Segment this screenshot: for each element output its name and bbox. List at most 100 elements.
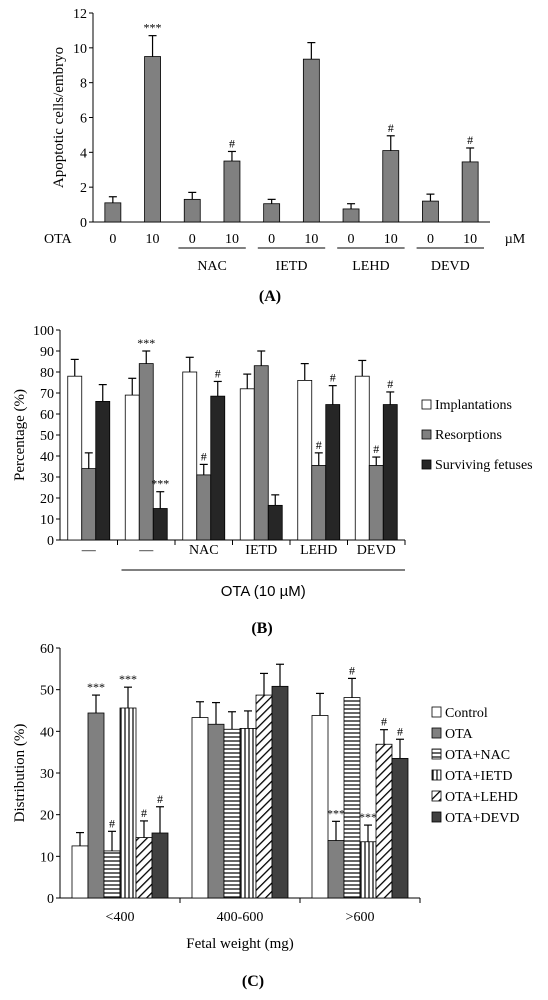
x-tick-label: <400: [106, 910, 135, 925]
legend-swatch: [421, 399, 432, 410]
bar: [375, 743, 393, 899]
y-tick-label: 40: [40, 450, 54, 465]
x-tick-label: 0: [348, 232, 355, 247]
y-tick-label: 60: [40, 408, 54, 423]
significance-marker: #: [397, 724, 403, 738]
bar: [182, 371, 198, 541]
y-tick-label: 12: [73, 7, 87, 22]
y-axis-label: Distribution (%): [12, 724, 28, 823]
y-tick-label: 0: [47, 534, 54, 549]
y-tick-label: 20: [40, 809, 54, 824]
significance-marker: #: [373, 442, 379, 456]
x-tick-label: DEVD: [357, 543, 396, 558]
x-tick-label: >600: [346, 910, 375, 925]
panel-b-chart: 0 10 20 30 40 50 60 70 80 90 100 — *** *** — # # NAC IETD #…: [12, 324, 533, 600]
x-tick-label: 10: [225, 232, 239, 247]
unit-label: µM: [505, 232, 526, 247]
panel-a-chart: 0 2 4 6 8 10 12 0 *** 10 0 #10 0 10 0 #10 0 #10 OTA µM NAC IE…: [44, 7, 526, 274]
bar: [87, 712, 105, 899]
bar: [239, 388, 255, 541]
y-tick-label: 30: [40, 471, 54, 486]
y-tick-label: 0: [47, 892, 54, 907]
y-tick-label: 10: [40, 513, 54, 528]
bar: [138, 363, 154, 541]
y-tick-label: 0: [80, 216, 87, 231]
x-tick-label: 10: [384, 232, 398, 247]
significance-marker: #: [229, 136, 235, 150]
x-tick-label: LEHD: [300, 543, 337, 558]
y-tick-label: 4: [80, 146, 87, 161]
bar: [391, 758, 409, 899]
y-tick-label: 40: [40, 725, 54, 740]
bar: [297, 379, 313, 541]
bar: [191, 717, 209, 899]
legend-swatch: [431, 769, 442, 781]
significance-marker: ***: [327, 806, 345, 820]
y-tick-label: 50: [40, 684, 54, 699]
panel-c-label: (C): [242, 973, 264, 990]
bar: [223, 728, 241, 899]
bar: [71, 845, 89, 899]
legend-entry: OTA+NAC: [445, 748, 510, 763]
legend-swatch: [421, 459, 432, 470]
y-tick-label: 50: [40, 429, 54, 444]
significance-marker: ***: [151, 477, 169, 491]
y-axis-label: Percentage (%): [12, 389, 28, 481]
x-tick-label: NAC: [189, 543, 219, 558]
significance-marker: ***: [87, 680, 105, 694]
significance-marker: #: [316, 438, 322, 452]
y-axis-label: Apoptotic cells/embryo: [51, 47, 67, 188]
group-label: DEVD: [431, 259, 470, 274]
bar: [239, 728, 257, 899]
bar: [255, 694, 273, 899]
y-tick-label: 60: [40, 642, 54, 657]
y-tick-label: 30: [40, 767, 54, 782]
bar: [152, 508, 168, 541]
panel-b-label: (B): [251, 620, 272, 637]
bar: [422, 200, 439, 223]
legend-entry: Resorptions: [435, 428, 502, 443]
x-tick-label: 400-600: [217, 910, 264, 925]
bar: [81, 468, 97, 541]
significance-marker: #: [388, 121, 394, 135]
significance-marker: ***: [119, 672, 137, 686]
bar: [263, 203, 281, 223]
bar: [368, 465, 384, 541]
bar: [151, 832, 169, 899]
y-tick-label: 80: [40, 366, 54, 381]
y-tick-label: 10: [40, 850, 54, 865]
legend-entry: OTA: [445, 727, 474, 742]
legend-entry: Implantations: [435, 398, 512, 413]
bar: [135, 837, 153, 899]
significance-marker: #: [201, 449, 207, 463]
bar: [95, 400, 111, 541]
legend-swatch: [431, 748, 442, 760]
y-tick-label: 20: [40, 492, 54, 507]
y-tick-label: 2: [80, 181, 87, 196]
bar: [253, 365, 269, 541]
y-tick-label: 70: [40, 387, 54, 402]
legend-swatch: [431, 706, 442, 718]
ota-row-label: OTA: [44, 232, 73, 247]
significance-marker: #: [330, 371, 336, 385]
bar: [382, 150, 400, 223]
significance-marker: #: [387, 377, 393, 391]
bar: [311, 715, 329, 899]
x-tick-label: 10: [463, 232, 477, 247]
bar: [124, 394, 140, 541]
legend-swatch: [431, 811, 442, 823]
bar: [210, 395, 226, 541]
bar: [104, 202, 122, 223]
x-tick-label: 10: [304, 232, 318, 247]
legend-entry: Surviving fetuses: [435, 458, 533, 473]
legend-entry: OTA+LEHD: [445, 790, 518, 805]
y-tick-label: 8: [80, 77, 87, 92]
panel-c-chart: 0 10 20 30 40 50 60 *** # *** # # <400 400-600 *** # ***…: [12, 642, 519, 952]
y-tick-label: 10: [73, 42, 87, 57]
bar: [325, 404, 341, 541]
panel-a-label: (A): [259, 288, 281, 305]
bar: [223, 160, 241, 223]
bar: [271, 685, 289, 899]
bar: [382, 404, 398, 541]
